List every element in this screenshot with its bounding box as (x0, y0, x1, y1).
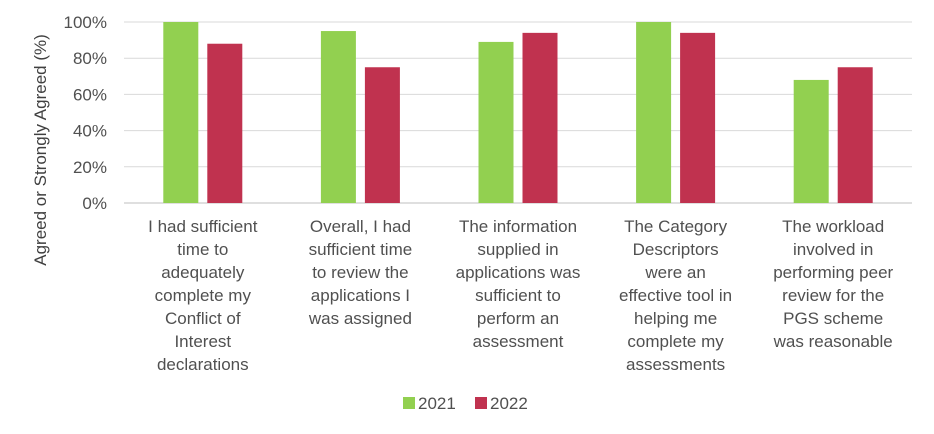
legend: 2021 2022 (403, 394, 528, 413)
y-axis-ticks: 0% 20% 40% 60% 80% 100% (64, 13, 107, 213)
x-category-label: The Category Descriptors were an effective … (619, 217, 732, 374)
legend-swatch-2022 (475, 397, 487, 409)
bar-2021-4 (636, 22, 672, 203)
y-tick-label: 60% (73, 85, 107, 104)
y-tick-label: 0% (82, 194, 107, 213)
bar-2022-1 (207, 43, 243, 203)
bar-2021-5 (793, 79, 829, 203)
x-category-label: Overall, I had sufficient time to review t… (308, 217, 412, 328)
x-category-label: The workload involved in performing peer re… (773, 217, 894, 351)
gridlines (124, 21, 912, 204)
bar-2021-3 (478, 41, 514, 203)
y-tick-label: 20% (73, 158, 107, 177)
bar-2022-4 (680, 32, 716, 203)
legend-swatch-2021 (403, 397, 415, 409)
bar-2021-1 (163, 22, 199, 203)
y-axis-label: Agreed or Strongly Agreed (%) (31, 34, 50, 266)
legend-label-2021: 2021 (418, 394, 456, 413)
x-category-label: I had sufficient time to adequately complet… (148, 217, 258, 374)
y-tick-label: 40% (73, 122, 107, 141)
bar-2022-3 (522, 32, 558, 203)
x-axis-categories: I had sufficient time to adequately complet… (148, 217, 893, 374)
bar-2022-5 (837, 67, 873, 203)
bars (163, 22, 873, 203)
y-tick-label: 100% (64, 13, 107, 32)
x-category-label: The information supplied in applications w… (456, 217, 581, 351)
y-tick-label: 80% (73, 49, 107, 68)
bar-2022-2 (364, 67, 400, 203)
bar-2021-2 (320, 31, 356, 203)
legend-label-2022: 2022 (490, 394, 528, 413)
